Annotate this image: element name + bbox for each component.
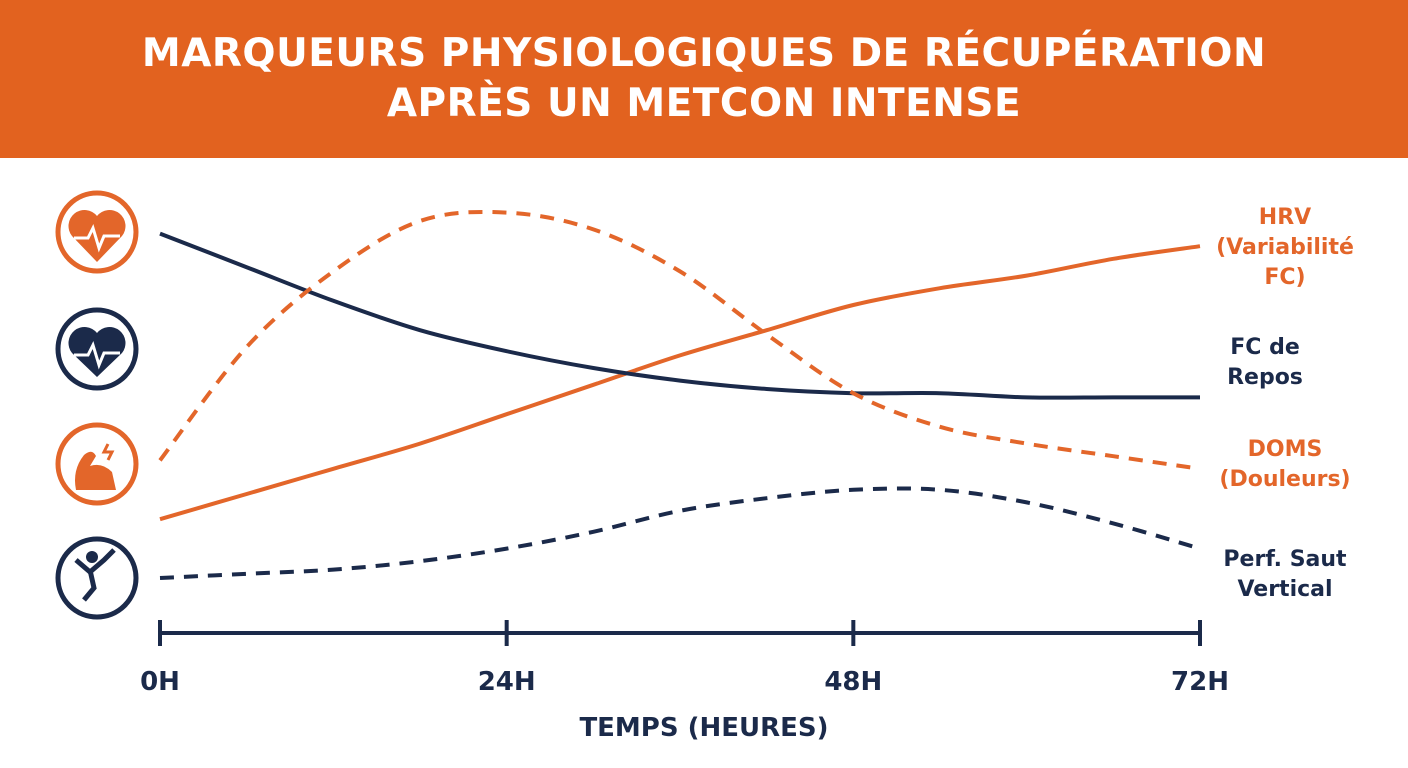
icon-heart — [68, 326, 126, 377]
series-line — [159, 486, 1201, 580]
icon-legs — [82, 569, 97, 602]
icon-head — [86, 551, 98, 563]
series-line — [158, 209, 1201, 471]
x-axis-label: TEMPS (HEURES) — [579, 713, 828, 743]
series-line — [159, 244, 1201, 522]
x-tick-label: 48H — [824, 667, 882, 697]
icon-jump — [55, 536, 139, 620]
icon-doms — [55, 422, 139, 506]
series-label: FC de Repos — [1227, 335, 1303, 390]
icon-pulse — [74, 340, 120, 370]
series-label: Perf. Saut Vertical — [1223, 547, 1347, 602]
header: MARQUEURS PHYSIOLOGIQUES DE RÉCUPÉRATION… — [0, 0, 1408, 158]
series-label: HRV (Variabilité FC) — [1216, 205, 1354, 290]
icon-bolt — [101, 443, 115, 461]
chart-title: MARQUEURS PHYSIOLOGIQUES DE RÉCUPÉRATION… — [141, 31, 1267, 126]
x-tick-label: 0H — [140, 667, 180, 697]
x-tick-label: 72H — [1171, 667, 1229, 697]
x-tick-label: 24H — [478, 667, 536, 697]
icons — [55, 190, 139, 620]
series-label: DOMS (Douleurs) — [1219, 437, 1351, 492]
icon-heart — [68, 209, 126, 262]
series-line — [159, 231, 1200, 400]
icon-arm — [75, 451, 116, 490]
icon-pulse — [74, 223, 120, 253]
icon-arms — [74, 548, 116, 576]
